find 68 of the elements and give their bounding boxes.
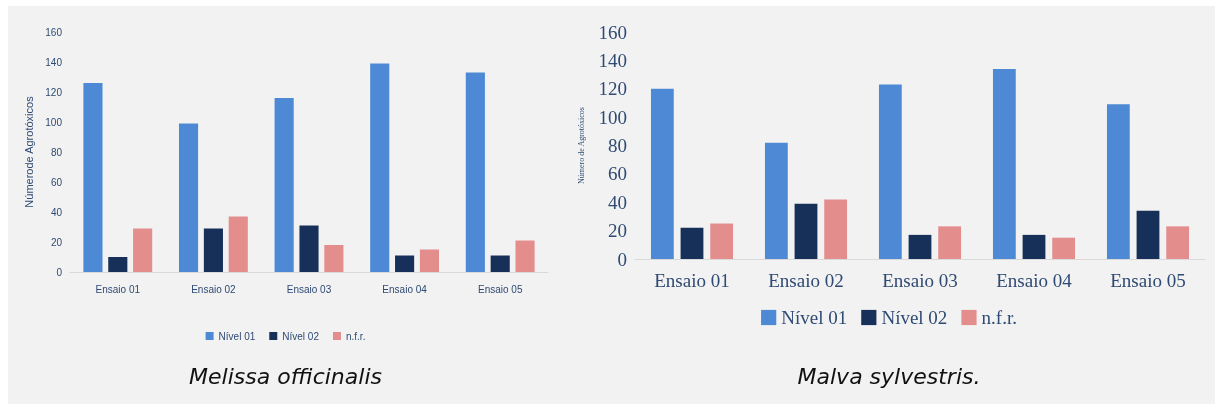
legend-label: Nível 01	[781, 307, 848, 328]
y-tick-label: 100	[598, 106, 627, 128]
bar	[370, 63, 390, 272]
legend-label: n.f.r.	[345, 330, 366, 342]
bar	[938, 226, 962, 259]
bar	[203, 228, 223, 272]
x-tick-label: Ensaio 05	[1110, 270, 1186, 291]
y-tick-label: 120	[45, 86, 63, 98]
text: Melissa officinalis	[189, 363, 382, 389]
y-axis-title: Número de Agrotóxicos	[577, 107, 587, 184]
bar	[274, 98, 294, 272]
bar	[133, 228, 153, 272]
x-tick-label: Ensaio 05	[477, 283, 523, 295]
y-tick-label: 40	[608, 191, 627, 213]
bar	[108, 257, 128, 272]
bar	[824, 199, 848, 259]
bar	[794, 203, 818, 259]
bar	[1106, 104, 1130, 259]
bar	[878, 84, 902, 259]
bar	[83, 83, 103, 272]
y-tick-label: 60	[608, 163, 627, 185]
legend-label: Nível 02	[282, 330, 320, 342]
bar	[710, 223, 734, 259]
bar	[680, 227, 704, 259]
bar	[299, 225, 319, 272]
bar	[324, 245, 344, 272]
text: Malva sylvestris.	[797, 363, 981, 389]
bar	[228, 216, 248, 272]
y-tick-label: 160	[598, 21, 627, 43]
y-tick-label: 60	[50, 176, 63, 188]
x-tick-label: Ensaio 03	[286, 283, 332, 295]
legend-label: Nível 02	[881, 307, 948, 328]
y-tick-label: 100	[45, 116, 63, 128]
x-tick-label: Ensaio 03	[882, 270, 958, 291]
y-axis-title: Númerode Agrotóxicos	[22, 95, 35, 208]
y-tick-label: 140	[45, 56, 63, 68]
x-tick-label: Ensaio 01	[95, 283, 141, 295]
bar	[1022, 234, 1046, 259]
x-tick-label: Ensaio 04	[996, 270, 1073, 291]
bar	[1136, 210, 1160, 259]
y-tick-label: 120	[598, 78, 627, 100]
y-tick-label: 20	[608, 220, 627, 242]
y-tick-label: 80	[608, 135, 627, 156]
x-tick-label: Ensaio 04	[382, 283, 428, 295]
y-tick-label: 40	[50, 206, 63, 218]
y-tick-label: 0	[56, 266, 63, 278]
x-tick-label: Ensaio 02	[768, 270, 844, 291]
bar	[650, 88, 674, 259]
legend-label: Nível 01	[218, 330, 256, 342]
legend-label: n.f.r.	[981, 307, 1017, 328]
bar	[1166, 226, 1190, 259]
bar	[465, 72, 485, 272]
bar	[1052, 237, 1076, 259]
bar	[178, 123, 199, 272]
bar	[515, 240, 535, 272]
y-tick-label: 140	[598, 49, 627, 71]
bar	[908, 234, 932, 259]
bar	[419, 249, 440, 272]
bar	[992, 68, 1016, 259]
y-tick-label: 80	[50, 146, 63, 158]
x-tick-label: Ensaio 02	[191, 283, 237, 295]
bar	[764, 142, 788, 259]
bar	[490, 255, 510, 272]
y-tick-label: 20	[50, 236, 63, 248]
x-tick-label: Ensaio 01	[654, 270, 730, 291]
bar	[395, 255, 415, 272]
y-tick-label: 160	[45, 26, 63, 38]
y-tick-label: 0	[617, 248, 627, 270]
